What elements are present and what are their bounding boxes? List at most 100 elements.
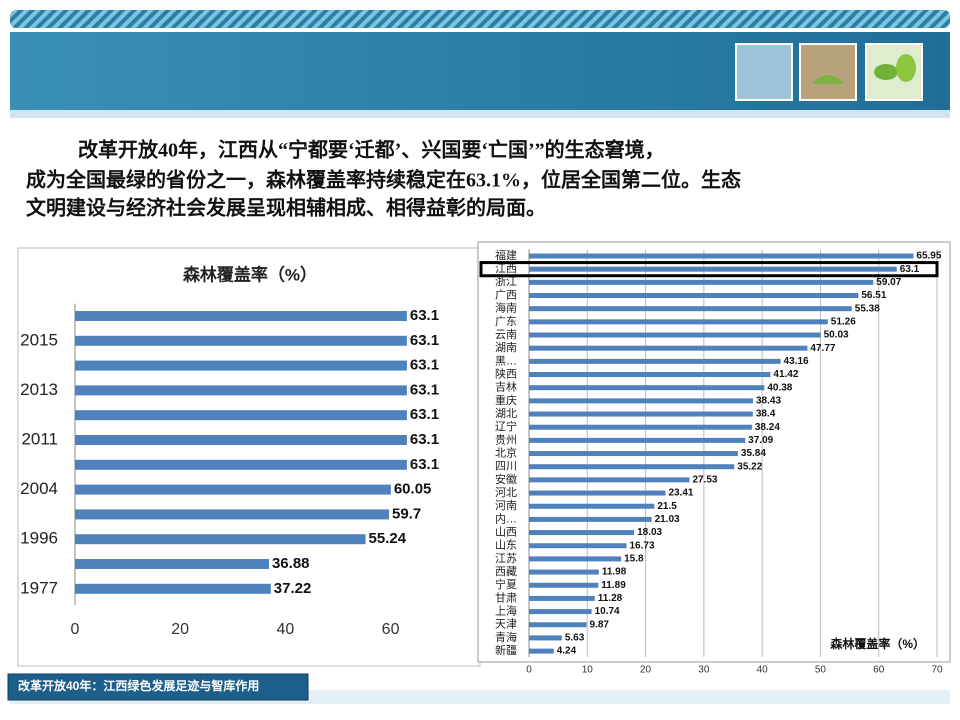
x-tick-label: 60: [873, 665, 885, 676]
y-tick-label: 四川: [495, 461, 517, 473]
data-label: 35.84: [741, 448, 766, 459]
header-image: [735, 43, 793, 101]
chart-title: 森林覆盖率（%）: [183, 264, 317, 284]
bar: [529, 266, 897, 272]
y-tick-label: 2013: [20, 380, 58, 399]
bar: [529, 358, 781, 364]
header-edge: [10, 110, 950, 118]
y-tick-label: 内…: [495, 511, 517, 525]
x-tick-label: 20: [640, 665, 652, 676]
data-label: 38.24: [755, 422, 780, 433]
data-label: 63.1: [410, 456, 439, 473]
y-tick-label: 山西: [495, 525, 517, 538]
bar: [529, 279, 874, 285]
paragraph-line: 改革开放40年，江西从“宁都要‘迁都’、兴国要‘亡国’”的生态窘境，: [78, 138, 665, 162]
y-tick-label: 湖南: [495, 341, 517, 354]
y-tick-label: 西藏: [495, 565, 517, 578]
data-label: 10.74: [595, 606, 620, 617]
footer-text: 改革开放40年：江西绿色发展足迹与智库作用: [18, 678, 259, 693]
y-tick-label: 广东: [495, 315, 517, 328]
data-label: 63.1: [410, 381, 439, 398]
data-label: 16.73: [630, 540, 655, 551]
data-label: 21.03: [655, 514, 680, 525]
y-tick-label: 浙江: [495, 275, 517, 288]
y-tick-label: 广西: [495, 288, 517, 301]
header-image: [799, 43, 857, 101]
bar: [529, 385, 765, 391]
leaf: [874, 64, 898, 80]
x-axis-label: 森林覆盖率（%）: [830, 636, 925, 651]
data-label: 11.98: [602, 567, 627, 578]
bar: [529, 437, 746, 443]
y-tick-label: 河南: [495, 499, 517, 512]
data-label: 5.63: [565, 633, 585, 644]
y-tick-label: 重庆: [495, 393, 517, 407]
data-label: 59.07: [876, 277, 901, 288]
y-tick-label: 江苏: [495, 552, 517, 565]
bar: [529, 490, 666, 496]
data-label: 35.22: [737, 461, 762, 472]
y-tick-label: 1977: [20, 578, 58, 597]
data-label: 47.77: [810, 343, 835, 354]
y-tick-label: 江西: [495, 262, 517, 275]
bar: [75, 459, 407, 470]
y-tick-label: 2015: [20, 330, 58, 349]
data-label: 38.4: [756, 409, 776, 420]
bar: [529, 595, 595, 601]
data-label: 55.38: [855, 303, 880, 314]
data-label: 27.53: [692, 475, 717, 486]
highlight-box: [479, 261, 939, 278]
data-label: 63.1: [410, 431, 439, 448]
bar: [529, 319, 828, 325]
bar: [75, 335, 407, 346]
bar: [529, 332, 821, 338]
y-tick-label: 海南: [495, 301, 517, 315]
y-tick-label: 1996: [20, 529, 58, 548]
y-tick-label: 上海: [495, 603, 517, 617]
data-label: 59.7: [392, 505, 421, 522]
bar: [75, 509, 390, 520]
y-tick-label: 福建: [495, 248, 517, 262]
data-label: 15.8: [624, 554, 644, 565]
y-tick-label: 甘肃: [495, 591, 517, 604]
data-label: 4.24: [557, 646, 577, 657]
bar: [529, 582, 599, 588]
bar: [75, 410, 407, 421]
data-label: 55.24: [369, 530, 407, 547]
data-label: 63.1: [410, 332, 439, 349]
bar: [75, 360, 407, 371]
y-tick-label: 北京: [495, 445, 517, 459]
x-tick-label: 20: [171, 621, 189, 638]
bar: [75, 484, 391, 495]
y-tick-label: 贵州: [495, 433, 517, 446]
data-label: 18.03: [637, 527, 662, 538]
bar: [529, 372, 771, 378]
bar: [529, 398, 753, 404]
x-tick-label: 10: [582, 665, 594, 676]
bar: [529, 556, 622, 562]
x-tick-label: 40: [276, 621, 294, 638]
data-label: 63.1: [410, 357, 439, 374]
bar: [529, 411, 753, 417]
data-label: 36.88: [272, 555, 310, 572]
data-label: 9.87: [590, 619, 610, 630]
sprout: [812, 75, 844, 84]
data-label: 38.43: [756, 396, 781, 407]
y-tick-label: 辽宁: [495, 419, 517, 433]
data-label: 40.38: [767, 382, 792, 393]
y-tick-label: 2011: [21, 429, 58, 448]
x-tick-label: 30: [698, 665, 710, 676]
bar: [529, 253, 914, 259]
bar: [529, 503, 655, 509]
x-tick-label: 0: [71, 621, 80, 638]
data-label: 23.41: [668, 488, 693, 499]
y-tick-label: 湖北: [495, 407, 517, 420]
data-label: 60.05: [394, 481, 432, 498]
data-label: 65.95: [916, 251, 941, 262]
bar: [75, 534, 366, 545]
bar: [75, 311, 407, 321]
y-tick-label: 青海: [495, 630, 517, 644]
data-label: 11.28: [598, 593, 623, 604]
y-tick-label: 2004: [20, 479, 58, 498]
header-stripe: [10, 10, 950, 28]
